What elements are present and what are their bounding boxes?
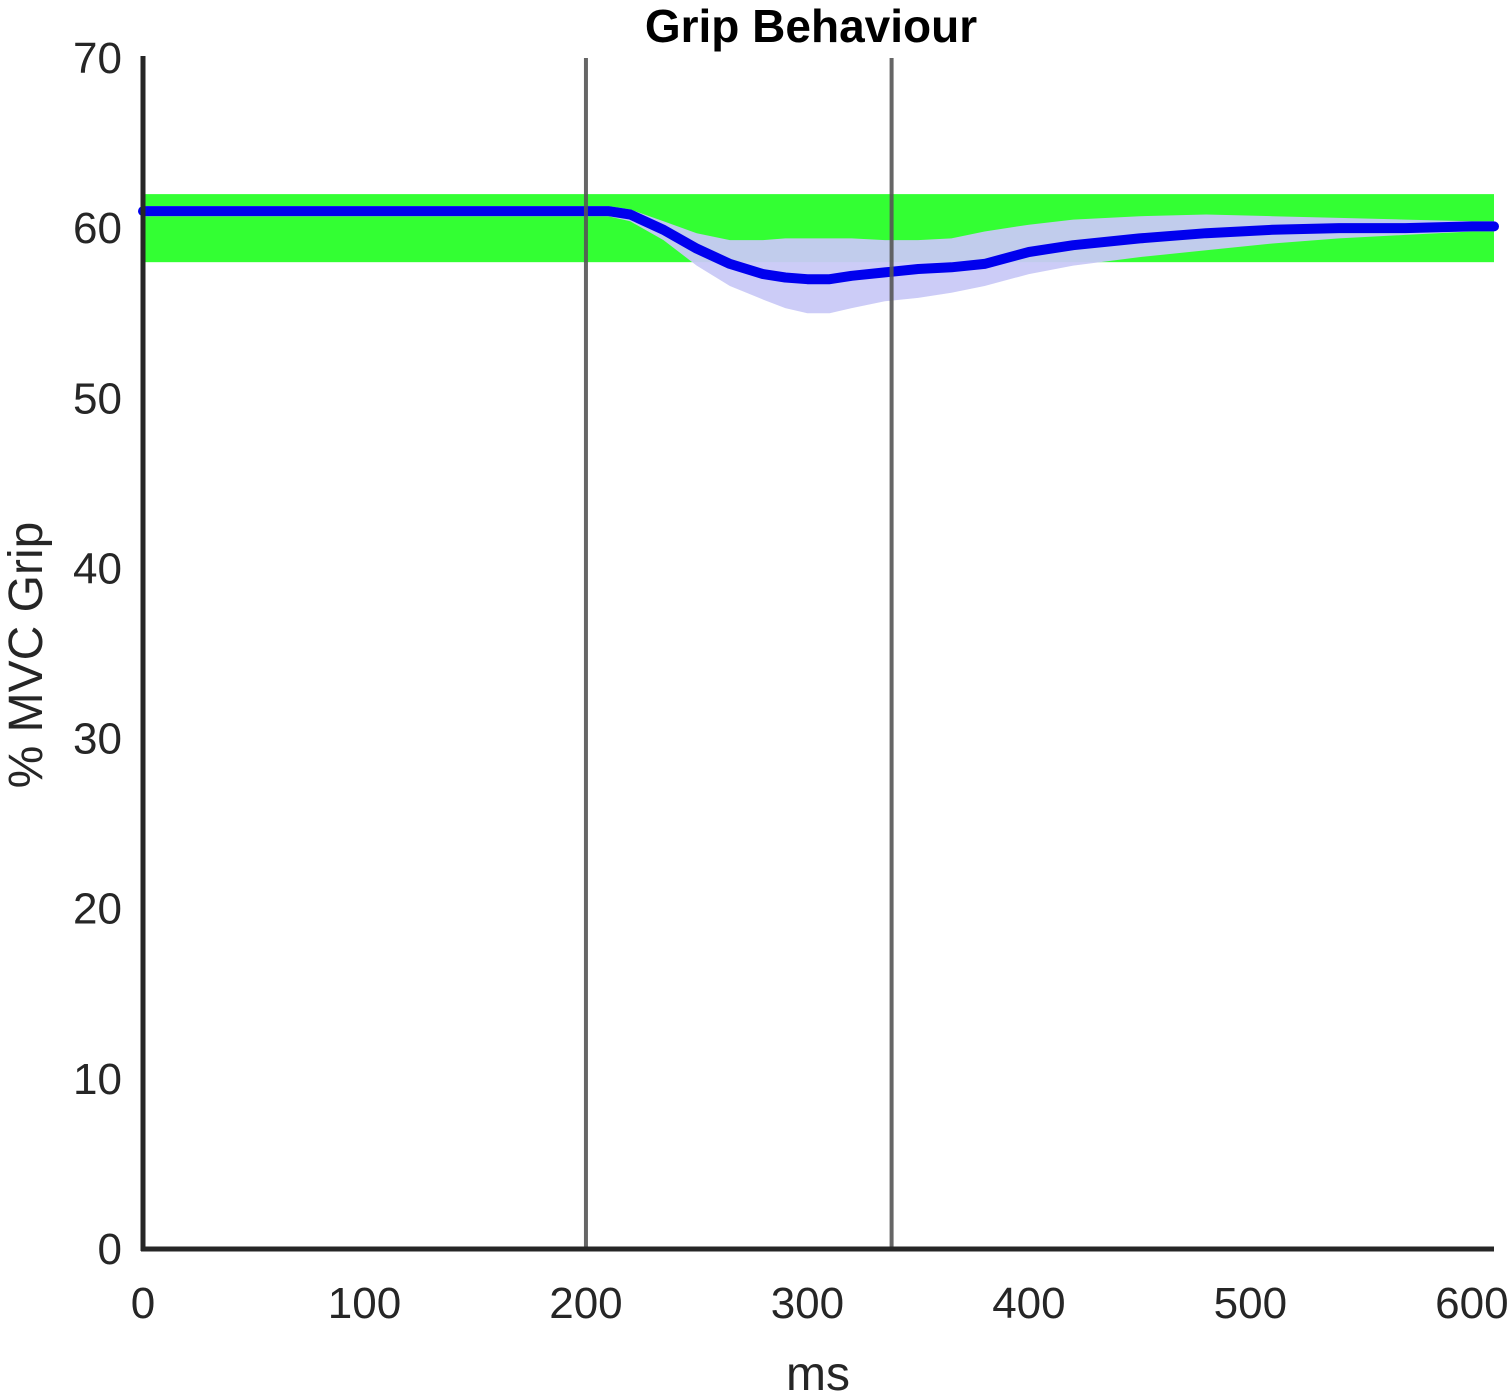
x-tick-label: 0 xyxy=(131,1279,155,1328)
x-tick-label: 600 xyxy=(1435,1279,1508,1328)
plot-area xyxy=(138,58,1499,1249)
y-tick-label: 60 xyxy=(73,204,122,253)
x-axis-title: ms xyxy=(786,1348,850,1395)
y-tick-label: 30 xyxy=(73,715,122,764)
axes: 0 100 200 300 400 500 600 0 10 20 30 40 50 60 70 xyxy=(73,34,1509,1328)
chart-title: Grip Behaviour xyxy=(645,0,977,52)
x-tick-label: 100 xyxy=(328,1279,401,1328)
x-tick-label: 400 xyxy=(992,1279,1065,1328)
y-tick-label: 20 xyxy=(73,885,122,934)
y-tick-label: 50 xyxy=(73,374,122,423)
x-tick-label: 500 xyxy=(1214,1279,1287,1328)
y-tick-label: 40 xyxy=(73,544,122,593)
x-tick-label: 200 xyxy=(549,1279,622,1328)
y-axis-title: % MVC Grip xyxy=(0,522,53,789)
x-tick-label: 300 xyxy=(771,1279,844,1328)
y-tick-label: 70 xyxy=(73,34,122,83)
y-tick-label: 10 xyxy=(73,1055,122,1104)
y-tick-label: 0 xyxy=(98,1225,122,1274)
